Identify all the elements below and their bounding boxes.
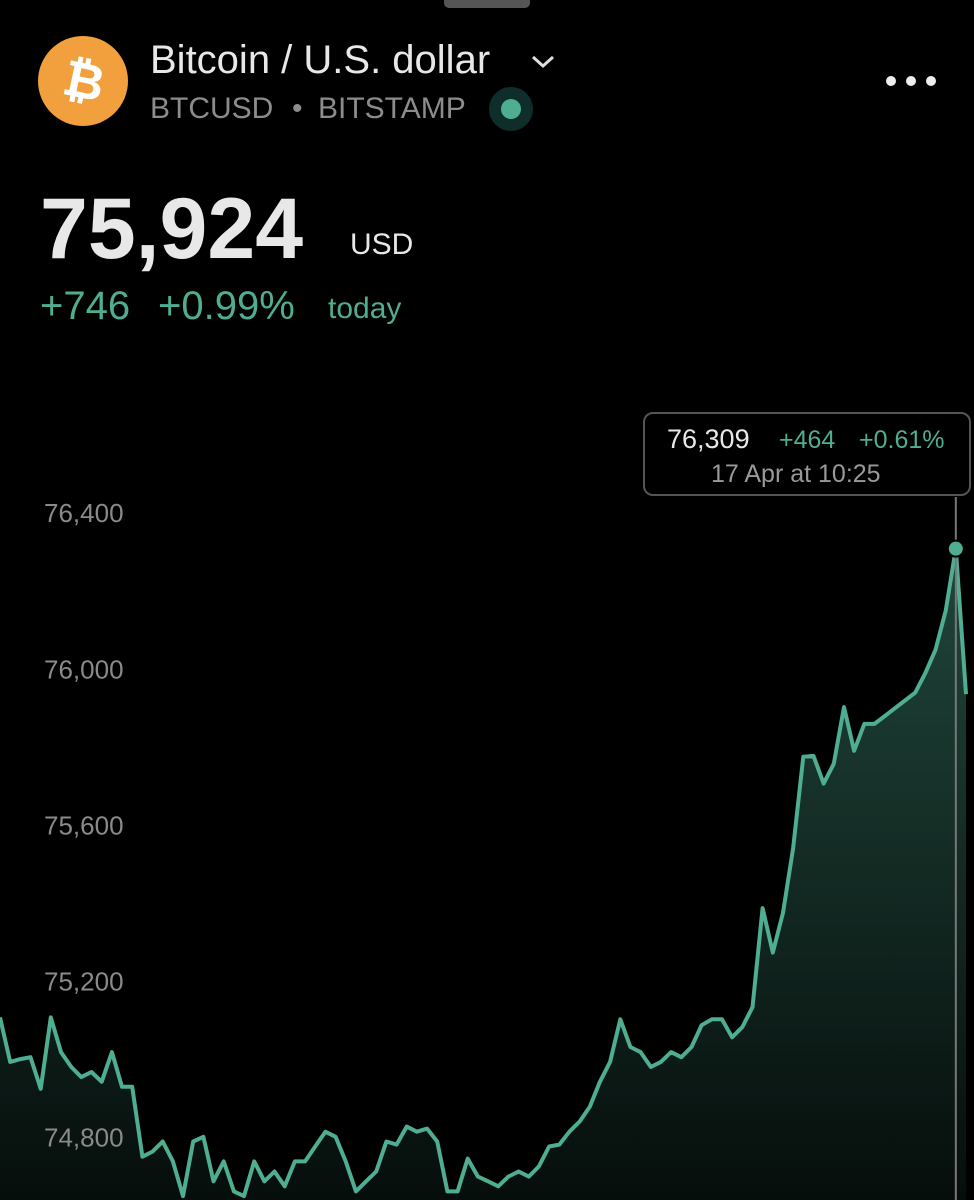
dropdown-icon[interactable] <box>530 52 556 72</box>
symbol-title[interactable]: Bitcoin / U.S. dollar <box>150 38 491 82</box>
more-menu[interactable] <box>884 74 938 88</box>
change: +746 <box>40 284 131 328</box>
y-tick-label: 75,200 <box>44 966 124 996</box>
price: 75,924 <box>40 181 304 277</box>
ticker: BTCUSD <box>150 92 274 125</box>
y-tick-label: 76,400 <box>44 498 124 528</box>
y-tick-label: 76,000 <box>44 654 124 684</box>
y-tick-label: 75,600 <box>44 810 124 840</box>
tooltip-time: 17 Apr at 10:25 <box>711 460 881 488</box>
exchange: BITSTAMP <box>318 92 466 125</box>
period: today <box>328 292 402 325</box>
tooltip-marker <box>946 539 965 558</box>
tooltip: 76,309 +464 +0.61% 17 Apr at 10:25 <box>643 412 971 496</box>
separator: • <box>292 92 303 125</box>
area-fill <box>0 548 966 1200</box>
market-status <box>489 87 533 131</box>
price-line <box>0 546 968 1199</box>
y-tick-label: 74,800 <box>44 1123 124 1153</box>
coin-icon: ₿ <box>38 36 128 126</box>
change-pct: +0.99% <box>158 284 295 328</box>
drag-handle[interactable] <box>444 0 530 8</box>
tooltip-value: 76,309 <box>667 424 750 454</box>
currency: USD <box>350 228 414 261</box>
tooltip-change: +464 <box>779 426 836 454</box>
tooltip-change-pct: +0.61% <box>859 426 945 454</box>
